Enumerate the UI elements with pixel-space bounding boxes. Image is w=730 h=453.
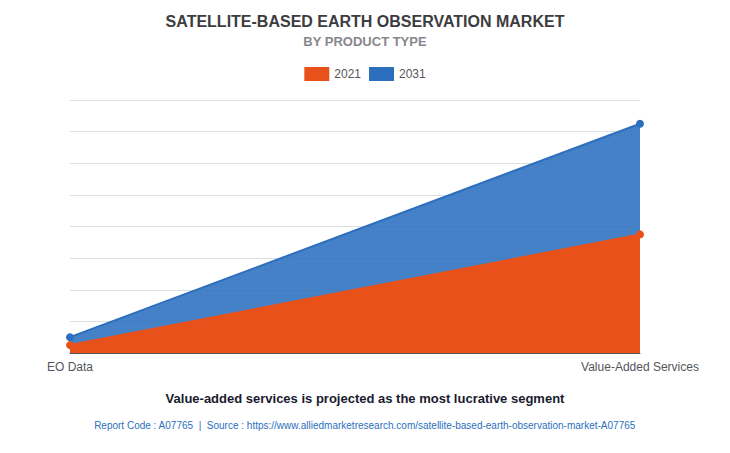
svg-text:EO Data: EO Data [47,360,93,374]
svg-text:2021: 2021 [334,67,361,81]
svg-text:Value-Added Services: Value-Added Services [581,360,699,374]
svg-text:2031: 2031 [399,67,426,81]
svg-text:BY PRODUCT TYPE: BY PRODUCT TYPE [303,34,427,49]
svg-text:SATELLITE-BASED EARTH OBSERVAT: SATELLITE-BASED EARTH OBSERVATION MARKET [166,13,565,30]
svg-text:Report Code : A07765 | Sourc: Report Code : A07765 | Source : https://… [94,420,636,431]
svg-text:Value-added services is projec: Value-added services is projected as the… [166,391,566,406]
